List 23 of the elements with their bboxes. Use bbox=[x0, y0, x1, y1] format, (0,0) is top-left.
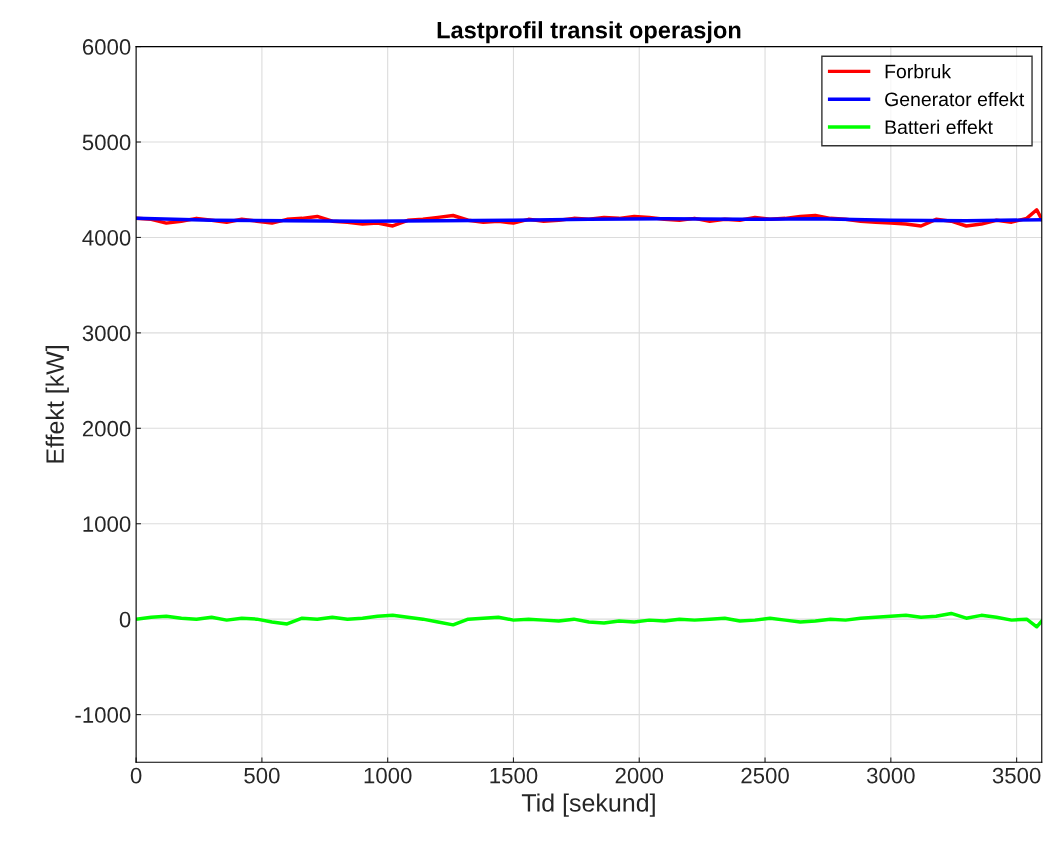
line-series bbox=[136, 611, 1042, 629]
y-tick-label: 4000 bbox=[82, 229, 131, 246]
legend-label: Generator effekt bbox=[885, 91, 1025, 107]
x-tick-label: 1500 bbox=[490, 767, 538, 784]
y-tick-label: 6000 bbox=[82, 39, 131, 55]
chart-title: Lastprofil transit operasjon bbox=[437, 21, 741, 44]
x-axis-title: Tid [sekund] bbox=[521, 793, 655, 817]
y-tick-label: 3000 bbox=[82, 325, 131, 342]
legend-label: Forbruk bbox=[885, 64, 952, 79]
x-tick-label: 3000 bbox=[866, 767, 915, 784]
x-tick-label: 1000 bbox=[364, 767, 412, 784]
y-axis-title: Effekt [kW] bbox=[45, 346, 69, 463]
legend-label: Batteri effekt bbox=[885, 119, 993, 135]
y-tick-label: 1000 bbox=[83, 516, 131, 532]
x-tick-label: 2000 bbox=[615, 767, 664, 784]
x-tick-label: 3500 bbox=[992, 767, 1041, 784]
y-tick-label: 2000 bbox=[82, 420, 131, 437]
x-tick-label: 500 bbox=[244, 767, 280, 784]
y-tick-label: -1000 bbox=[75, 707, 131, 723]
y-tick-label: 5000 bbox=[82, 134, 131, 151]
x-tick-label: 2500 bbox=[741, 767, 789, 784]
x-tick-label: 0 bbox=[130, 767, 142, 784]
y-tick-label: 0 bbox=[119, 611, 131, 628]
